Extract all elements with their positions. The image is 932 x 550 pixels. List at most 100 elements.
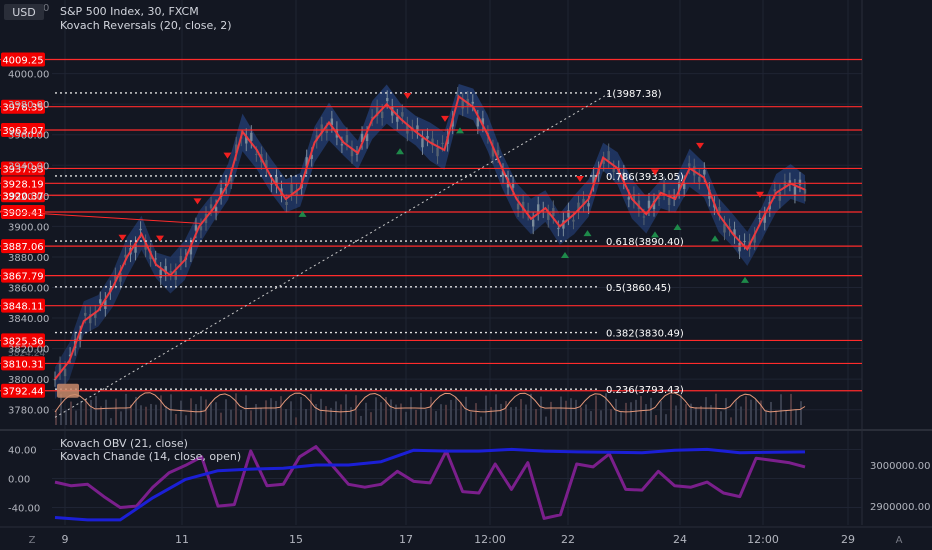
volume-bar bbox=[80, 401, 82, 425]
price-candles bbox=[53, 87, 807, 387]
volume-bar bbox=[515, 406, 517, 425]
moving-average-line bbox=[54, 94, 806, 380]
candle-body bbox=[501, 170, 505, 176]
volume-bar bbox=[510, 407, 512, 425]
candle-body bbox=[169, 271, 172, 273]
obv-indicator-label[interactable]: Kovach OBV (21, close) bbox=[60, 437, 188, 450]
volume-bar bbox=[290, 401, 292, 425]
candle-body bbox=[441, 142, 444, 144]
volume-bar bbox=[785, 410, 787, 425]
volume-oscillator bbox=[54, 392, 806, 413]
volume-bar bbox=[135, 396, 137, 425]
candle-body bbox=[305, 157, 308, 167]
symbol-title[interactable]: S&P 500 Index, 30, FXCM bbox=[60, 5, 199, 18]
level-tag bbox=[1, 188, 45, 203]
candle-body bbox=[99, 299, 102, 304]
candle-body bbox=[511, 183, 515, 188]
volume-bar bbox=[285, 409, 287, 425]
volume-bar bbox=[615, 398, 617, 425]
candle-body bbox=[139, 228, 142, 231]
volume-bar bbox=[665, 414, 667, 425]
buy-signal-marker bbox=[651, 231, 659, 238]
candle-body bbox=[803, 188, 807, 194]
volume-bar bbox=[460, 402, 462, 425]
volume-bar bbox=[425, 409, 427, 425]
volume-bar bbox=[195, 404, 197, 425]
level-label: 3909.41 bbox=[2, 208, 43, 219]
candle-body bbox=[582, 198, 585, 206]
obv-line bbox=[54, 447, 806, 522]
candle-body bbox=[325, 130, 329, 133]
volume-bar bbox=[720, 411, 722, 425]
level-label: 3937.93 bbox=[2, 164, 43, 175]
volume-bar bbox=[525, 404, 527, 425]
volume-bar bbox=[355, 395, 357, 425]
volume-bar bbox=[495, 394, 497, 425]
zoom-icon[interactable]: Z bbox=[29, 535, 36, 546]
volume-bar bbox=[390, 399, 392, 425]
volume-bar bbox=[600, 410, 602, 425]
currency-badge[interactable] bbox=[4, 4, 44, 20]
candle-body bbox=[345, 135, 349, 143]
volume-bar bbox=[380, 402, 382, 425]
candle-body bbox=[557, 228, 560, 230]
volume-bar bbox=[595, 395, 597, 425]
time-axis[interactable]: 9 11 15 17 12:00 22 24 12:00 29 bbox=[62, 533, 856, 546]
volume-bar bbox=[410, 397, 412, 425]
volume-bar bbox=[415, 409, 417, 425]
volume-bar bbox=[230, 409, 232, 425]
volume-bar bbox=[335, 401, 337, 425]
price-tick-label: 3880.00 bbox=[8, 253, 49, 264]
fibonacci-levels[interactable]: 1(3987.38) 0.786(3933.05) 0.618(3890.40) 0.… bbox=[55, 89, 684, 396]
volume-bar bbox=[745, 396, 747, 425]
time-tick-label: 24 bbox=[673, 533, 687, 546]
candle-body bbox=[496, 150, 500, 156]
volume-bar bbox=[340, 404, 342, 425]
main-indicator-label[interactable]: Kovach Reversals (20, close, 2) bbox=[60, 19, 232, 32]
level-tag bbox=[1, 52, 45, 67]
level-tag bbox=[1, 356, 45, 371]
horizontal-levels[interactable]: 4009.253978.353963.073937.933928.193920.… bbox=[0, 52, 862, 418]
volume-bar bbox=[105, 399, 107, 425]
chande-indicator-label[interactable]: Kovach Chande (14, close, open) bbox=[60, 450, 241, 463]
candle-body bbox=[229, 174, 233, 182]
volume-bar bbox=[680, 395, 682, 425]
candle-body bbox=[124, 254, 127, 258]
candle-body bbox=[793, 186, 797, 196]
candle-body bbox=[632, 194, 636, 201]
volume-bar bbox=[610, 409, 612, 425]
volume-bar bbox=[530, 393, 532, 425]
candle-body bbox=[577, 202, 580, 212]
candle-body bbox=[476, 117, 480, 127]
price-tick-label: 3940.00 bbox=[8, 161, 49, 172]
time-tick-label: 9 bbox=[62, 533, 69, 546]
candle-body bbox=[773, 189, 776, 192]
candle-body bbox=[753, 234, 756, 243]
candle-body bbox=[189, 245, 193, 255]
volume-bar bbox=[440, 404, 442, 425]
reversal-band-area bbox=[55, 84, 805, 400]
volume-bar bbox=[155, 404, 157, 425]
price-tick-label: 3800.00 bbox=[8, 375, 49, 386]
obv-tick-label: 3000000.00 bbox=[870, 461, 930, 472]
price-tick-label: 3860.00 bbox=[8, 284, 49, 295]
price-axis[interactable]: 4000.00 3980.00 3960.00 3940.00 3920.00 3900.… bbox=[2, 3, 79, 417]
candle-body bbox=[104, 299, 107, 309]
buy-signal-marker bbox=[711, 235, 719, 242]
buy-signal-marker bbox=[583, 230, 592, 237]
sell-signal-marker bbox=[696, 142, 704, 149]
candle-body bbox=[78, 333, 82, 340]
candle-body bbox=[592, 174, 595, 185]
volume-bar bbox=[370, 412, 372, 425]
buy-signal-marker bbox=[298, 210, 307, 217]
candle-body bbox=[58, 364, 62, 373]
volume-bar bbox=[110, 418, 112, 425]
volume-bar bbox=[180, 400, 182, 425]
price-tick-label-partial: 3824.24 bbox=[8, 349, 45, 359]
buy-signal-marker bbox=[396, 148, 404, 155]
chande-line bbox=[54, 445, 806, 520]
candle-body bbox=[436, 147, 439, 157]
auto-scale-icon[interactable]: A bbox=[896, 535, 903, 546]
volume-bar bbox=[710, 405, 712, 425]
